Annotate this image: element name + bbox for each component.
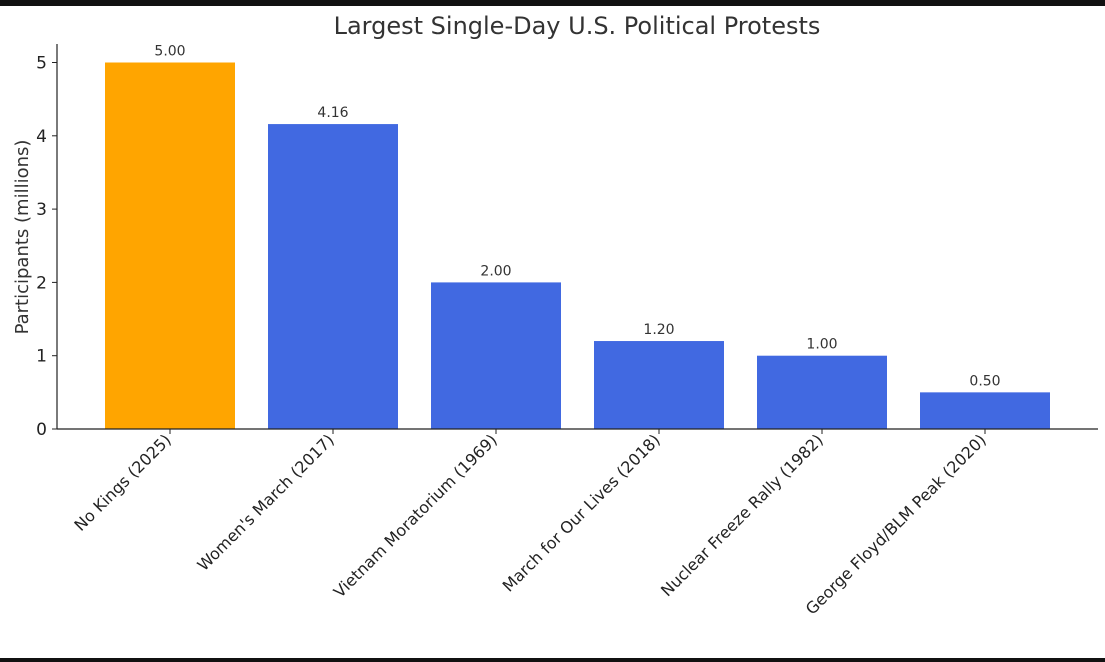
x-tick-label-1: No Kings (2025): [70, 430, 174, 534]
x-tick-label-5: Nuclear Freeze Rally (1982): [657, 430, 827, 600]
x-tick-label-4: March for Our Lives (2018): [499, 430, 664, 595]
value-label-6: 0.50: [969, 373, 1000, 389]
value-labels-group: 5.00 4.16 2.00 1.20 1.00 0.50: [154, 44, 1000, 390]
value-label-5: 1.00: [806, 337, 837, 353]
chart-title: Largest Single-Day U.S. Political Protes…: [334, 12, 821, 40]
y-tick-label-2: 2: [36, 273, 47, 293]
bar-5: [757, 355, 887, 429]
y-axis-ticks: 0 1 2 3 4 5: [36, 54, 57, 440]
bar-3: [431, 282, 561, 429]
x-axis-ticks: No Kings (2025) Women's March (2017)Vietn…: [70, 429, 990, 618]
bar-6: [920, 392, 1050, 429]
value-label-3: 2.00: [480, 263, 511, 279]
value-label-2: 4.16: [317, 105, 348, 121]
y-tick-label-3: 3: [36, 200, 47, 220]
y-tick-label-4: 4: [36, 127, 47, 147]
y-axis-label: Participants (millions): [12, 140, 33, 335]
bar-4: [594, 341, 724, 429]
chart-panel: Largest Single-Day U.S. Political Protes…: [0, 6, 1105, 658]
bar-1: [105, 62, 235, 429]
y-tick-label-0: 0: [36, 420, 47, 440]
bar-2: [268, 124, 398, 430]
y-tick-label-5: 5: [36, 54, 47, 74]
bars-group: [105, 62, 1050, 430]
bar-chart: Largest Single-Day U.S. Political Protes…: [12, 12, 1098, 618]
x-tick-label-6: George Floyd/BLM Peak (2020): [802, 430, 990, 618]
y-tick-label-1: 1: [36, 347, 47, 367]
value-label-1: 5.00: [154, 44, 185, 60]
x-tick-label-2: Women's March (2017): [193, 430, 337, 574]
x-tick-label-3: Vietnam Moratorium (1969): [330, 430, 501, 601]
value-label-4: 1.20: [643, 322, 674, 338]
